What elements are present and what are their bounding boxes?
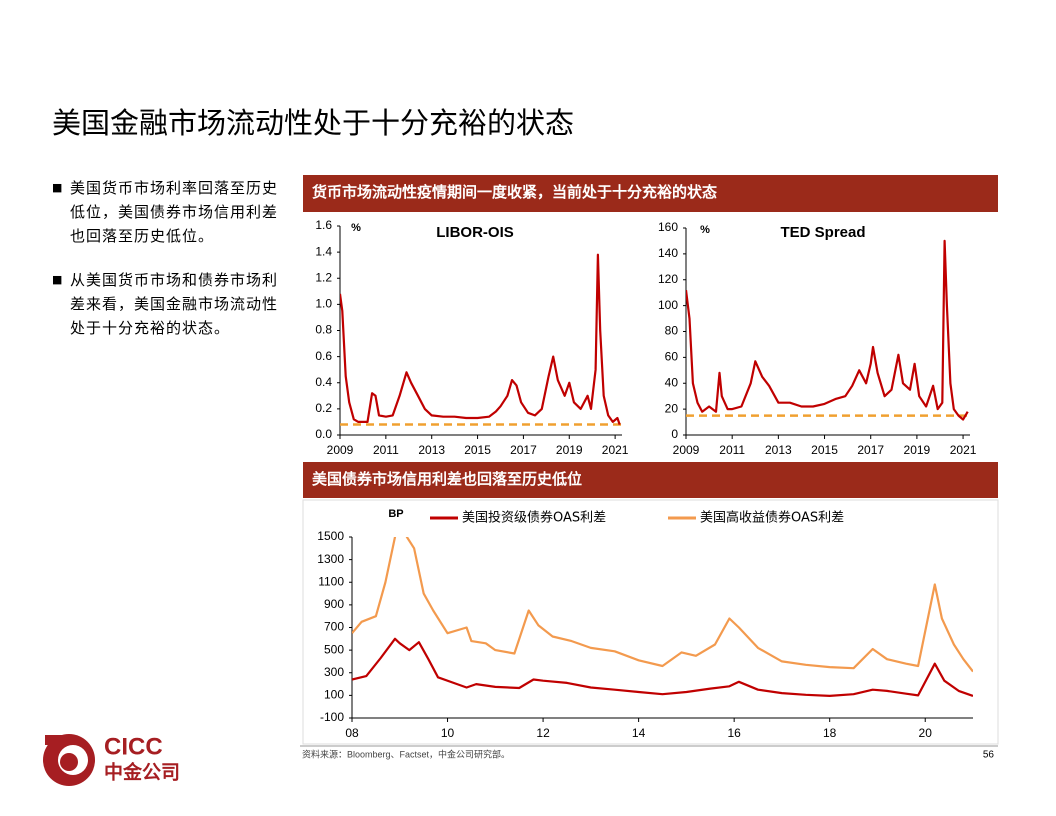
legend-label: 美国投资级债券OAS利差	[462, 510, 606, 526]
x-tick-label: 2013	[418, 443, 445, 457]
x-tick-label: 2013	[765, 443, 792, 457]
series-line	[340, 253, 621, 425]
y-tick-label: 0	[671, 427, 678, 441]
x-tick-label: 12	[536, 726, 550, 740]
y-tick-label: 1.4	[315, 244, 332, 258]
logo	[43, 734, 95, 786]
y-tick-label: 140	[658, 246, 678, 260]
y-tick-label: 700	[324, 620, 344, 634]
page-number: 56	[983, 750, 995, 761]
bullet: 美国货币市场利率回落至历史低位，美国债券市场信用利差也回落至历史低位。	[52, 176, 292, 248]
section-header: 美国债券市场信用利差也回落至历史低位	[312, 470, 582, 488]
y-tick-label: 1100	[318, 574, 344, 588]
page-title: 美国金融市场流动性处于十分充裕的状态	[52, 106, 574, 140]
x-tick-label: 2021	[950, 443, 977, 457]
chart-title: LIBOR-OIS	[436, 224, 514, 241]
y-tick-label: 80	[665, 324, 679, 338]
x-tick-label: 08	[345, 726, 359, 740]
y-tick-label: 500	[324, 642, 344, 656]
x-tick-label: 2017	[857, 443, 884, 457]
y-tick-label: 0.4	[315, 375, 332, 389]
y-tick-label: 1.0	[315, 297, 332, 311]
section-header: 货币市场流动性疫情期间一度收紧，当前处于十分充裕的状态	[312, 183, 717, 201]
y-tick-label: 160	[658, 220, 678, 234]
x-tick-label: 2009	[327, 443, 354, 457]
header-bar	[303, 462, 998, 498]
unit-label: %	[351, 222, 361, 234]
y-tick-label: 60	[665, 350, 679, 364]
y-tick-label: 1.2	[315, 270, 332, 284]
x-tick-label: 18	[823, 726, 837, 740]
y-tick-label: 100	[324, 688, 344, 702]
x-tick-label: 2017	[510, 443, 537, 457]
y-tick-label: 40	[665, 375, 679, 389]
x-tick-label: 2019	[556, 443, 583, 457]
chart-frame	[302, 499, 999, 745]
x-tick-label: 2019	[904, 443, 931, 457]
y-tick-label: 120	[658, 272, 678, 286]
y-tick-label: 100	[658, 298, 678, 312]
logo-subtext: 中金公司	[104, 761, 180, 784]
logo-text: CICC	[104, 733, 163, 760]
y-tick-label: 1500	[317, 529, 344, 543]
y-tick-label: 0.6	[315, 349, 332, 363]
x-tick-label: 2011	[719, 443, 745, 457]
source: 资料来源：Bloomberg、Factset，中金公司研究部。	[302, 748, 510, 759]
x-tick-label: 2009	[673, 443, 700, 457]
legend-label: 美国高收益债券OAS利差	[700, 510, 844, 526]
x-tick-label: 14	[632, 726, 646, 740]
y-tick-label: -100	[320, 710, 344, 724]
header-bar	[303, 175, 998, 212]
bullet-list: 美国货币市场利率回落至历史低位，美国债券市场信用利差也回落至历史低位。 从美国货…	[52, 176, 292, 360]
x-tick-label: 2011	[373, 443, 399, 457]
x-tick-label: 2021	[602, 443, 629, 457]
y-tick-label: 900	[324, 597, 344, 611]
y-tick-label: 0.0	[315, 427, 332, 441]
x-tick-label: 20	[919, 726, 933, 740]
series-line	[352, 537, 973, 673]
y-tick-label: 0.2	[315, 401, 332, 415]
unit-label: BP	[388, 508, 403, 520]
y-tick-label: 20	[665, 401, 679, 415]
x-tick-label: 2015	[464, 443, 491, 457]
series-line	[686, 239, 969, 421]
x-tick-label: 2015	[811, 443, 838, 457]
y-tick-label: 1300	[317, 552, 344, 566]
unit-label: %	[700, 224, 710, 236]
series-line	[352, 637, 973, 697]
y-tick-label: 1.6	[315, 218, 332, 232]
x-tick-label: 10	[441, 726, 455, 740]
y-tick-label: 0.8	[315, 323, 332, 337]
chart-title: TED Spread	[780, 224, 865, 241]
y-tick-label: 300	[324, 665, 344, 679]
bullet: 从美国货币市场和债券市场利差来看，美国金融市场流动性处于十分充裕的状态。	[52, 268, 292, 340]
x-tick-label: 16	[727, 726, 741, 740]
